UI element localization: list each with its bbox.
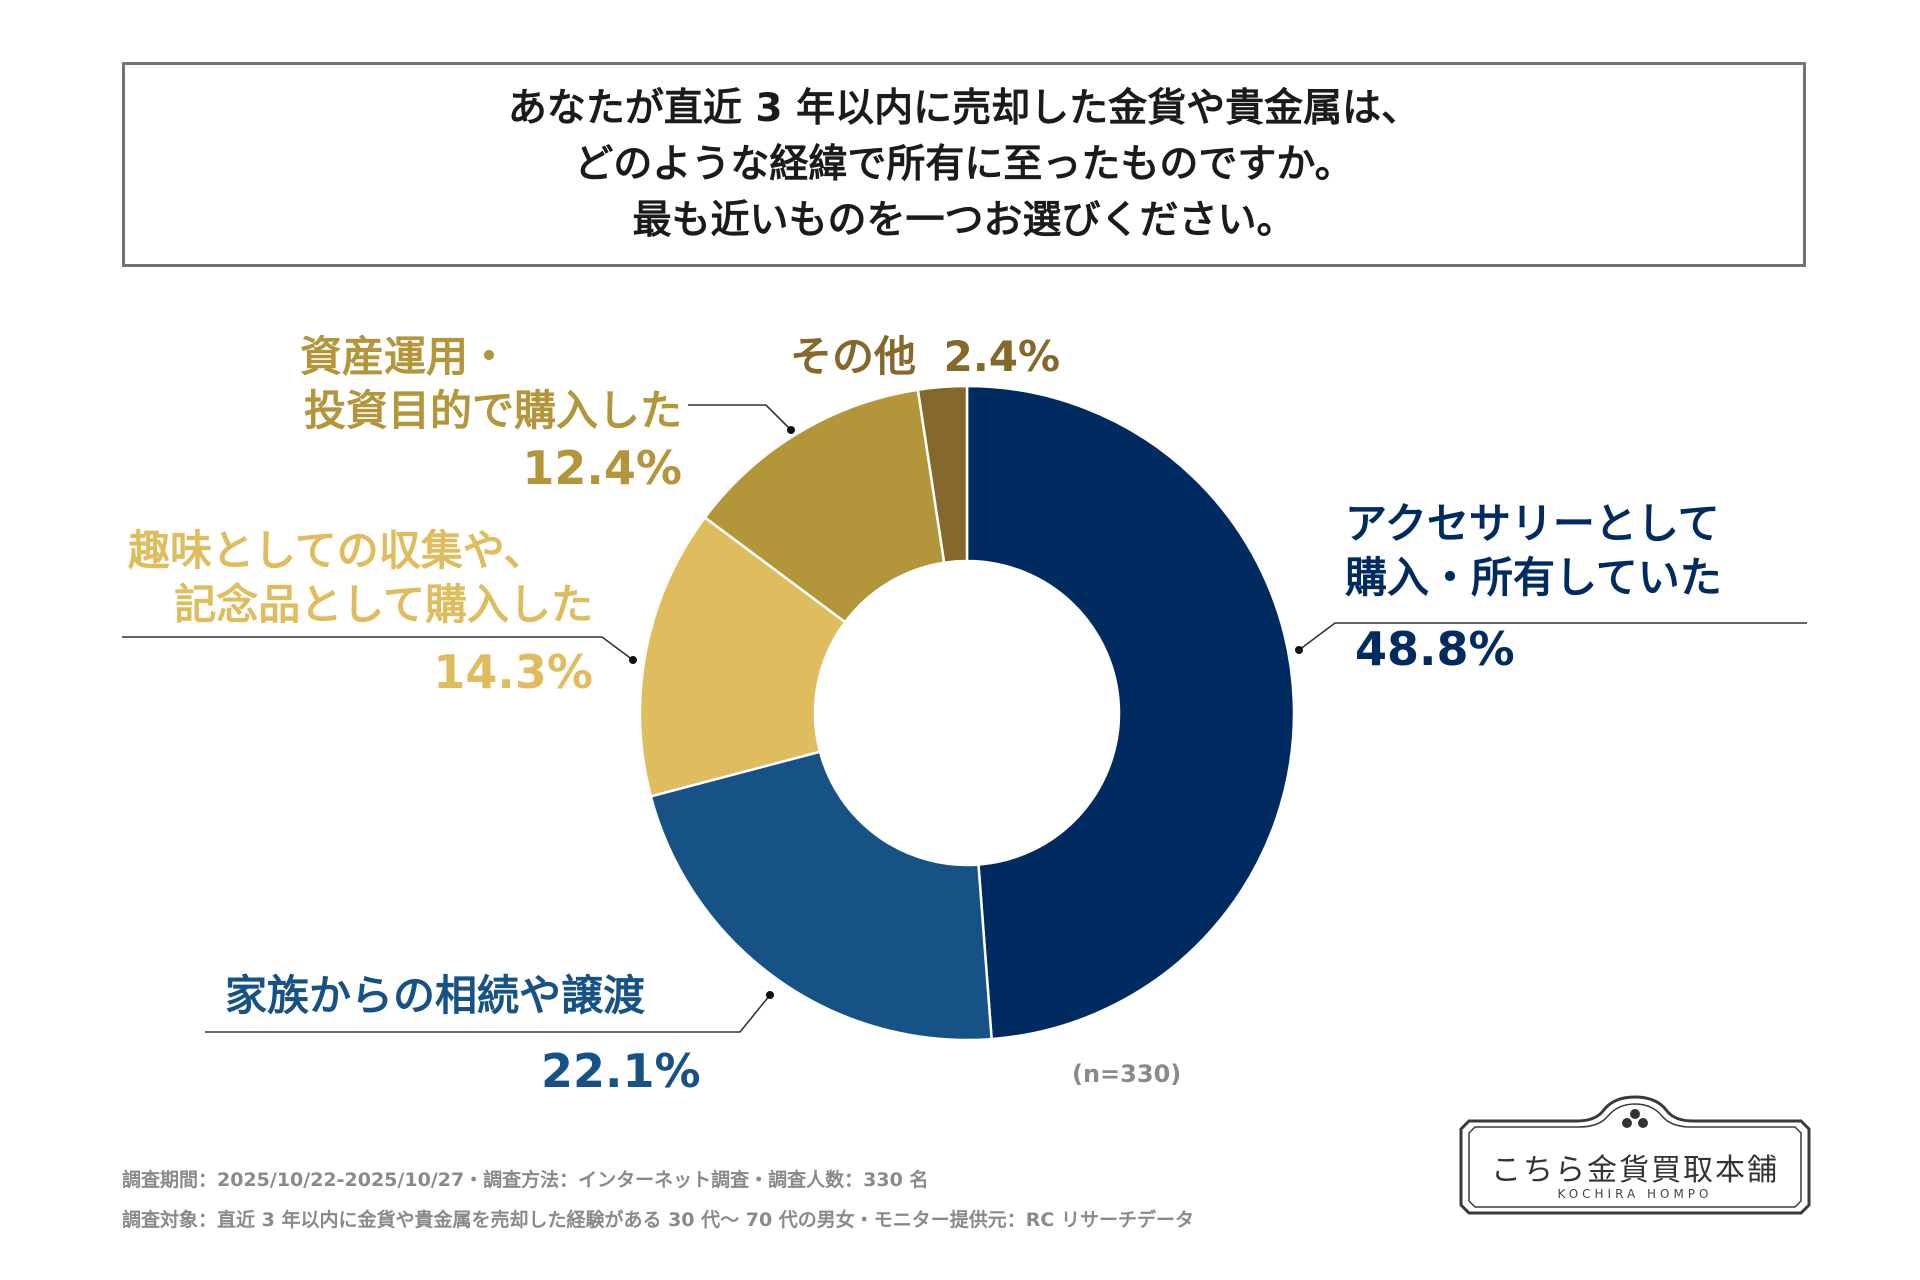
logo-frame-icon	[1459, 1095, 1811, 1215]
label-other-value: 2.4%	[943, 332, 1061, 381]
logo-name: こちら金貨買取本舗	[1491, 1153, 1779, 1188]
label-inheritance-line1: 家族からの相続や譲渡	[225, 971, 646, 1020]
label-accessory-value: 48.8%	[1355, 622, 1515, 676]
label-hobby-value: 14.3%	[433, 645, 593, 699]
label-other: その他 2.4%	[790, 330, 1060, 384]
label-investment-line1: 資産運用・	[300, 332, 511, 381]
leader-dot-hobby	[629, 656, 637, 664]
question-line-2: どのような経緯で所有に至ったものですか。	[574, 141, 1354, 187]
label-accessory: アクセサリーとして 購入・所有していた 48.8%	[1345, 497, 1722, 679]
logo-subtitle: KOCHIRA HOMPO	[1557, 1187, 1713, 1201]
slice-investment	[703, 388, 946, 624]
leader-dot-investment	[787, 426, 795, 434]
label-accessory-line2: 購入・所有していた	[1345, 553, 1722, 602]
question-title-box: あなたが直近 3 年以内に売却した金貨や貴金属は、 どのような経緯で所有に至った…	[122, 62, 1806, 267]
brand-logo: こちら金貨買取本舗 KOCHIRA HOMPO	[1455, 1095, 1815, 1220]
leader-dot-accessory	[1295, 646, 1303, 654]
leader-line-accessory	[1298, 622, 1807, 651]
label-hobby-line2: 記念品として購入した	[174, 580, 593, 629]
leader-line-inheritance	[205, 994, 771, 1033]
question-line-3: 最も近いものを一つお選びください。	[632, 197, 1296, 243]
label-inheritance: 家族からの相続や譲渡 22.1%	[225, 969, 701, 1101]
label-investment-value: 12.4%	[522, 441, 682, 495]
slice-accessory	[965, 384, 1296, 1041]
leader-dot-inheritance	[766, 991, 774, 999]
label-hobby: 趣味としての収集や、 記念品として購入した 14.3%	[128, 524, 593, 702]
slice-other	[916, 384, 969, 565]
label-hobby-line1: 趣味としての収集や、	[128, 526, 546, 575]
footnote-survey-period: 調査期間：2025/10/22-2025/10/27・調査方法：インターネット調…	[122, 1169, 929, 1191]
label-investment: 資産運用・ 投資目的で購入した 12.4%	[300, 330, 682, 498]
slice-inheritance	[649, 750, 993, 1042]
leader-line-investment	[688, 404, 792, 431]
label-investment-line2: 投資目的で購入した	[303, 386, 682, 435]
label-other-name: その他	[790, 332, 917, 381]
sample-size: (n=330)	[1072, 1060, 1182, 1088]
label-accessory-line1: アクセサリーとして	[1345, 499, 1720, 548]
slice-hobby	[638, 515, 847, 798]
footnote-survey-target: 調査対象：直近 3 年以内に金貨や貴金属を売却した経験がある 30 代～ 70 …	[122, 1209, 1194, 1231]
leader-line-hobby	[122, 636, 634, 661]
label-inheritance-value: 22.1%	[541, 1044, 701, 1098]
question-line-1: あなたが直近 3 年以内に売却した金貨や貴金属は、	[507, 85, 1421, 131]
